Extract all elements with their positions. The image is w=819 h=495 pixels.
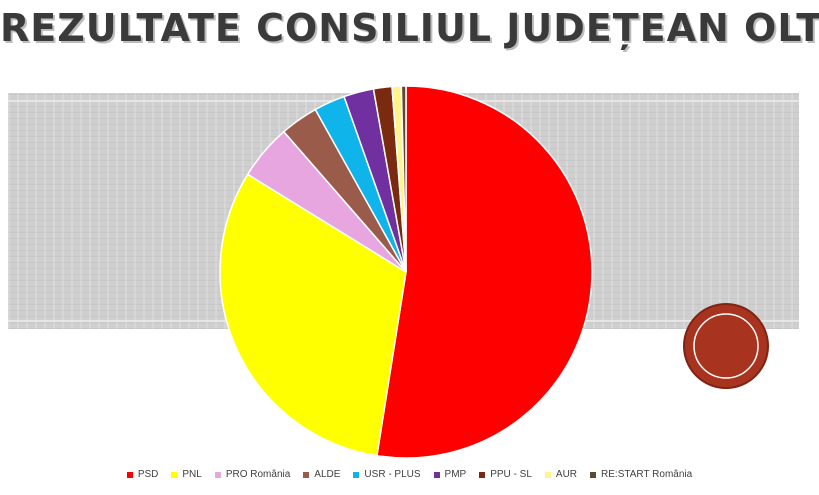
chart-legend: PSD PNL PRO România ALDE USR - PLUS PMP PPU - … xyxy=(0,469,819,480)
legend-label: PPU - SL xyxy=(490,469,532,480)
legend-swatch xyxy=(479,471,486,478)
legend-label: PRO România xyxy=(225,469,291,480)
legend-swatch xyxy=(544,471,551,478)
page-title: REZULTATE CONSILIUL JUDEȚEAN OLT xyxy=(0,6,819,50)
legend-label: PMP xyxy=(444,469,467,480)
legend-swatch xyxy=(303,471,310,478)
legend-item: USR - PLUS xyxy=(353,469,421,480)
legend-label: USR - PLUS xyxy=(364,469,421,480)
legend-label: PNL xyxy=(182,469,202,480)
legend-label: PSD xyxy=(137,469,159,480)
legend-swatch xyxy=(171,471,178,478)
legend-swatch xyxy=(590,471,597,478)
legend-item: PSD xyxy=(126,469,159,480)
legend-label: ALDE xyxy=(314,469,341,480)
legend-item: PRO România xyxy=(214,469,291,480)
legend-swatch xyxy=(433,471,440,478)
legend-item: RE:START România xyxy=(590,469,692,480)
pie-slice-pnl xyxy=(219,173,407,457)
legend-item: ALDE xyxy=(303,469,340,480)
legend-swatch xyxy=(126,471,133,478)
legend-swatch xyxy=(353,471,360,478)
legend-item: PPU - SL xyxy=(479,469,532,480)
legend-label: AUR xyxy=(555,469,578,480)
legend-swatch xyxy=(214,471,221,478)
pie-slice-psd xyxy=(376,85,593,459)
legend-item: AUR xyxy=(544,469,578,480)
decorative-seal-icon xyxy=(683,303,769,389)
legend-label: RE:START România xyxy=(601,469,693,480)
legend-item: PNL xyxy=(171,469,202,480)
legend-item: PMP xyxy=(433,469,467,480)
pie-slice-re-start-rom-nia xyxy=(400,85,407,273)
